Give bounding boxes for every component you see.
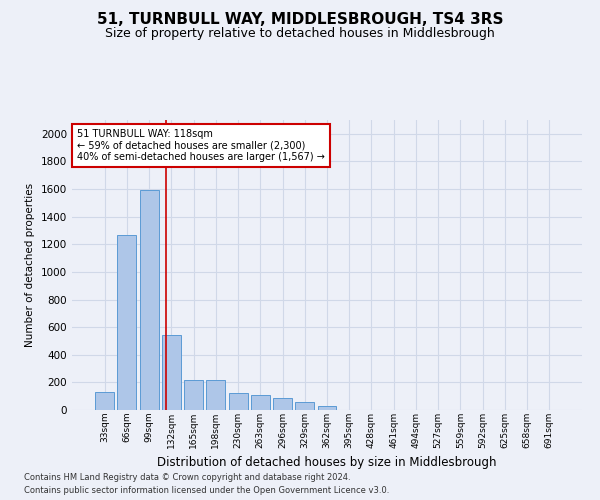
Y-axis label: Number of detached properties: Number of detached properties — [25, 183, 35, 347]
Bar — [118, 234, 136, 410]
Text: Contains HM Land Registry data © Crown copyright and database right 2024.: Contains HM Land Registry data © Crown c… — [24, 474, 350, 482]
Bar — [295, 402, 314, 410]
Bar — [162, 336, 181, 410]
Bar — [317, 406, 337, 410]
X-axis label: Distribution of detached houses by size in Middlesbrough: Distribution of detached houses by size … — [157, 456, 497, 469]
Text: Size of property relative to detached houses in Middlesbrough: Size of property relative to detached ho… — [105, 28, 495, 40]
Bar — [251, 395, 270, 410]
Bar — [206, 380, 225, 410]
Bar — [140, 190, 158, 410]
Text: Contains public sector information licensed under the Open Government Licence v3: Contains public sector information licen… — [24, 486, 389, 495]
Bar — [184, 380, 203, 410]
Bar — [95, 392, 114, 410]
Text: 51 TURNBULL WAY: 118sqm
← 59% of detached houses are smaller (2,300)
40% of semi: 51 TURNBULL WAY: 118sqm ← 59% of detache… — [77, 128, 325, 162]
Bar — [229, 394, 248, 410]
Text: 51, TURNBULL WAY, MIDDLESBROUGH, TS4 3RS: 51, TURNBULL WAY, MIDDLESBROUGH, TS4 3RS — [97, 12, 503, 28]
Bar — [273, 398, 292, 410]
